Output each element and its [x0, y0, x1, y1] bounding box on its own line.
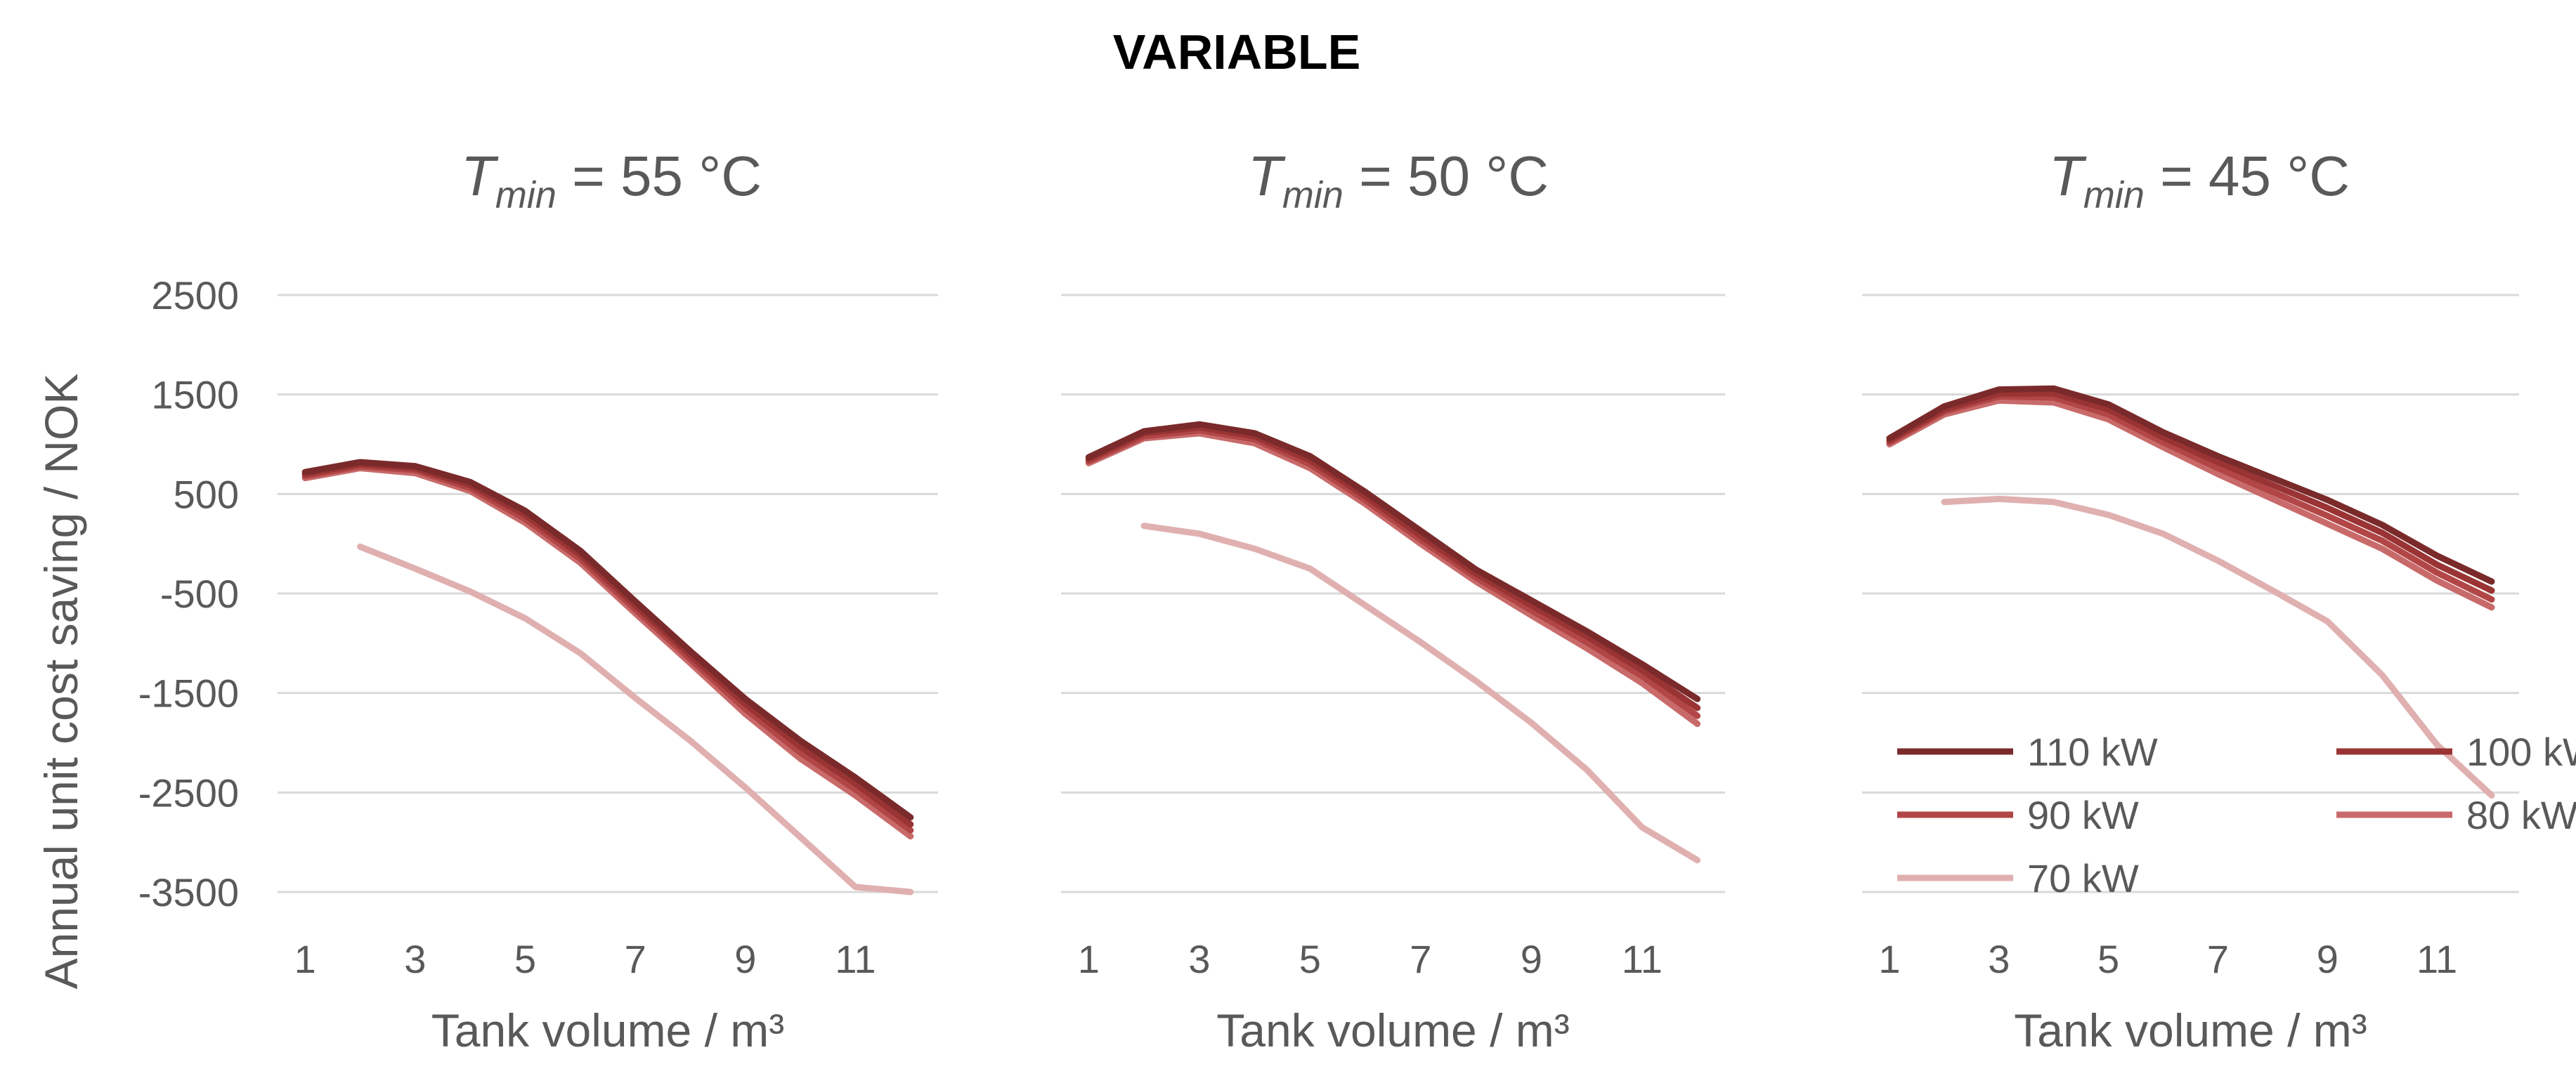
y-tick-label: -500	[160, 572, 239, 616]
x-tick-label: 5	[1299, 937, 1321, 981]
chart-panel-2: Tmin = 50 °C 1 3 5 7 9 11 Tank volume / m³	[1061, 145, 1725, 1056]
panel-title: Tmin = 55 °C	[461, 145, 762, 216]
y-tick-label: -2500	[138, 770, 239, 815]
x-tick-label: 7	[625, 937, 646, 981]
series-line-80kw	[1085, 430, 1701, 728]
x-tick-label: 11	[1622, 937, 1663, 981]
series-line-110kw	[1886, 385, 2495, 585]
x-tick-label: 3	[1188, 937, 1210, 981]
series-line-80kw	[1886, 397, 2495, 611]
panel-title-rest: = 55 °C	[557, 145, 762, 207]
series-line-70kw	[1140, 523, 1701, 864]
x-tick-label: 9	[2317, 937, 2338, 981]
x-axis-label: Tank volume / m³	[2014, 1004, 2367, 1056]
panel-title-subscript: min	[1282, 174, 1344, 216]
series-line-90kw	[1085, 427, 1701, 719]
legend-label: 80 kW	[2466, 793, 2576, 837]
x-axis-label: Tank volume / m³	[1216, 1004, 1569, 1056]
chart-panel-3: Tmin = 45 °C 1 3 5 7 9 11 Tank volume / m³ 110 k…	[1862, 145, 2576, 1056]
x-tick-label: 11	[2416, 937, 2457, 981]
x-tick-label: 1	[1878, 937, 1900, 981]
panel-title-rest: = 50 °C	[1344, 145, 1549, 207]
x-tick-label: 5	[514, 937, 536, 981]
series-line-100kw	[1085, 424, 1701, 711]
chart-panel-1: Tmin = 55 °C 2500 1500 500 -500 -1500 -2500 -35…	[138, 145, 938, 1056]
legend: 110 kW 100 kW 90 kW 80 kW 70 kW	[1897, 730, 2576, 900]
series-line-90kw	[301, 463, 914, 834]
x-tick-label: 11	[835, 937, 876, 981]
x-tick-label: 9	[734, 937, 756, 981]
y-tick-label: -1500	[138, 671, 239, 716]
panel-title-rest: = 45 °C	[2145, 145, 2350, 207]
x-tick-label: 7	[2207, 937, 2229, 981]
panel-title-symbol: T	[461, 145, 499, 207]
series-line-80kw	[301, 465, 914, 840]
series-line-100kw	[1886, 390, 2495, 594]
x-axis-label: Tank volume / m³	[431, 1004, 784, 1056]
y-tick-label: 500	[174, 472, 239, 516]
y-tick-label: 1500	[151, 373, 239, 417]
legend-label: 110 kW	[2027, 730, 2158, 774]
legend-label: 100 kW	[2466, 730, 2576, 774]
y-tick-label: -3500	[138, 870, 239, 914]
y-tick-label: 2500	[151, 273, 239, 317]
series-line-70kw	[357, 543, 914, 895]
x-tick-label: 7	[1410, 937, 1431, 981]
legend-label: 90 kW	[2027, 793, 2139, 837]
series-line-70kw	[1941, 495, 2495, 799]
series-line-110kw	[1085, 421, 1701, 702]
panel-title-subscript: min	[495, 174, 557, 216]
panel-title-subscript: min	[2083, 174, 2145, 216]
panel-title: Tmin = 45 °C	[2049, 145, 2350, 216]
series-line-110kw	[301, 459, 914, 821]
panel-title-symbol: T	[2049, 145, 2087, 207]
x-tick-label: 3	[404, 937, 426, 981]
y-axis-label: Annual unit cost saving / NOK	[35, 374, 87, 990]
x-tick-label: 5	[2097, 937, 2119, 981]
x-tick-label: 1	[1078, 937, 1100, 981]
panel-title-symbol: T	[1248, 145, 1286, 207]
legend-label: 70 kW	[2027, 856, 2139, 900]
panel-title: Tmin = 50 °C	[1248, 145, 1549, 216]
figure-title: VARIABLE	[1113, 25, 1361, 79]
x-tick-label: 1	[294, 937, 316, 981]
x-tick-label: 9	[1521, 937, 1542, 981]
x-tick-label: 3	[1988, 937, 2010, 981]
